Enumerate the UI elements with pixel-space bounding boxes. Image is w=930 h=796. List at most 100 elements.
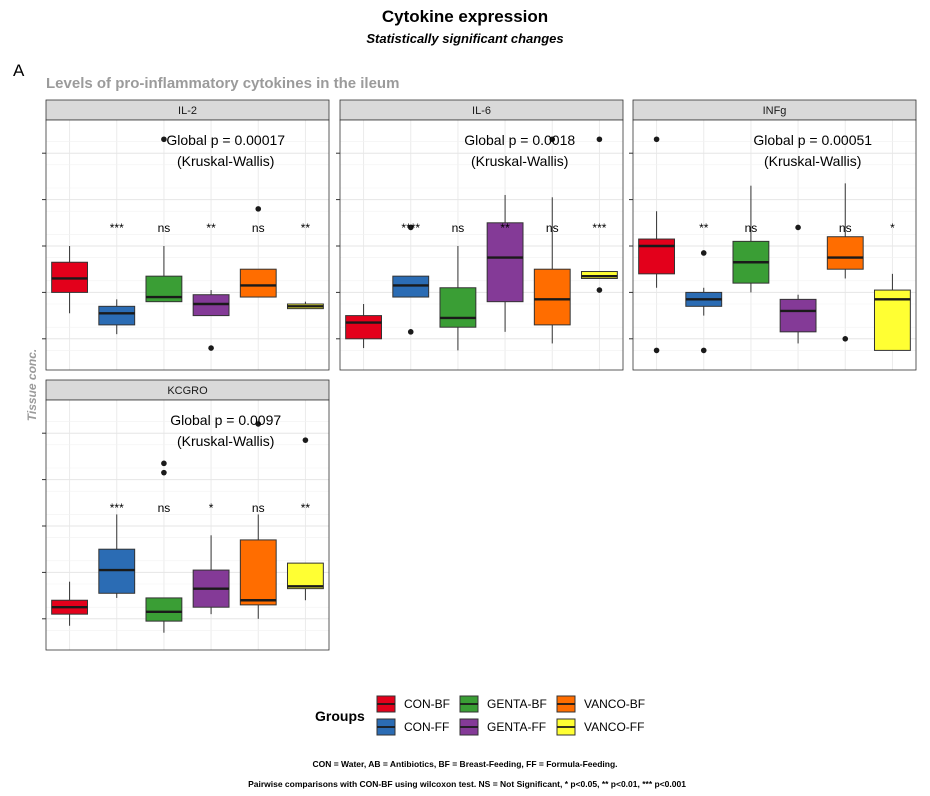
sig-label: ns [546,221,559,235]
box-il-2-genta-bf: ns [145,136,183,303]
global-method-il-2: (Kruskal-Wallis) [177,153,274,169]
facet-panels: IL-2*** ns ** ns **Global p = 0.00017(Kruska… [42,99,917,651]
box-kcgro-con-ff: *** [98,501,136,598]
box-infg-vanco-bf: ns [826,183,864,342]
box-il-2-vanco-ff: ** [286,221,324,310]
box-body [145,597,183,622]
panel-border-kcgro [45,399,330,651]
section-title: Levels of pro-inflammatory cytokines in … [46,75,399,92]
box-kcgro-vanco-ff: ** [286,437,324,601]
outlier-point [302,437,309,443]
global-method-il-6: (Kruskal-Wallis) [471,153,568,169]
caption-line-2: Pairwise comparisons with CON-BF using w… [248,779,686,789]
box-body [239,268,277,298]
outlier-point [255,206,262,212]
box-kcgro-genta-bf: ns [145,460,183,633]
global-p-il-6: Global p = 0.0018 [464,132,575,148]
legend-item-con-bf: CON-BF [376,695,450,713]
box-body [439,287,477,328]
box-kcgro-vanco-bf: ns [239,421,277,619]
caption-line-1: CON = Water, AB = Antibiotics, BF = Brea… [312,759,617,769]
outlier-point [407,329,414,335]
sig-label: ** [301,501,311,515]
sig-label: ns [252,501,265,515]
box-infg-vanco-ff: * [873,221,911,351]
legend-label: GENTA-FF [487,720,546,734]
box-body [779,298,817,333]
panel-tag: A [13,61,25,80]
legend-item-genta-ff: GENTA-FF [459,718,546,736]
plot-area-il-2 [46,120,329,370]
box-infg-genta-ff [779,224,817,344]
legend-label: CON-FF [404,720,449,734]
box-body [826,236,864,270]
sig-label: * [209,501,214,515]
box-il-6-vanco-bf: ns [533,136,571,344]
box-body [345,315,383,340]
grid-il-2 [42,120,329,370]
outlier-point [596,136,603,143]
box-il-6-genta-bf: ns [439,221,477,351]
legend-item-genta-bf: GENTA-BF [459,695,547,713]
box-il-2-genta-ff: ** [192,221,230,351]
box-body [638,238,676,275]
facet-label-il-6: IL-6 [472,105,491,117]
figure-title: Cytokine expression [382,7,548,26]
legend-item-con-ff: CON-FF [376,718,449,736]
global-method-kcgro: (Kruskal-Wallis) [177,433,274,449]
sig-label: ns [158,221,171,235]
facet-kcgro: KCGRO *** ns * ns ** Global p = 0.0097 (Kruskal… [42,379,330,651]
plot-area-il-6 [340,120,623,370]
box-il-6-con-ff: **** [392,221,430,335]
box-kcgro-con-bf [51,581,89,626]
facet-label-infg: INFg [763,105,787,117]
box-il-2-con-bf [51,246,89,314]
box-body [98,305,136,326]
panel-border-infg [632,119,917,371]
box-body [533,268,571,326]
box-il-6-vanco-ff: *** [580,136,618,293]
outlier-point [161,469,167,476]
sig-label: **** [401,221,420,235]
outlier-point [700,250,707,256]
global-method-infg: (Kruskal-Wallis) [764,153,861,169]
box-body [286,562,324,590]
sig-label: ** [206,221,216,235]
box-infg-genta-bf: ns [732,185,770,293]
legend-item-vanco-ff: VANCO-FF [556,718,644,736]
outlier-point [549,136,556,143]
outlier-point [842,336,849,342]
global-p-il-2: Global p = 0.00017 [166,132,285,148]
legend-item-vanco-bf: VANCO-BF [556,695,645,713]
legend-label: VANCO-BF [584,697,645,711]
outlier-point [161,460,167,467]
facet-il-6: IL-6 **** ns ** ns *** Global p = 0.0018 (Krusk… [336,99,624,371]
sig-label: ns [452,221,465,235]
facet-label-kcgro: KCGRO [167,385,208,397]
figure-subtitle: Statistically significant changes [366,31,563,46]
legend-label: VANCO-FF [584,720,644,734]
panel-border-il-6 [339,119,624,371]
box-il-2-vanco-bf: ns [239,206,277,298]
box-kcgro-genta-ff: * [192,501,230,615]
outlier-point [795,224,801,231]
global-p-kcgro: Global p = 0.0097 [170,412,281,428]
box-il-2-con-ff: *** [98,221,136,335]
outlier-point [208,345,214,351]
facet-label-il-2: IL-2 [178,105,197,117]
sig-label: ns [745,221,758,235]
legend-label: GENTA-BF [487,697,547,711]
sig-label: ** [301,221,311,235]
sig-label: ** [699,221,709,235]
sig-label: ns [158,501,171,515]
outlier-point [653,347,660,354]
plot-area-infg [633,120,916,370]
box-body [239,539,277,606]
box-il-6-genta-ff: ** [486,194,524,332]
legend-title: Groups [315,708,365,724]
outlier-point [161,136,167,143]
facet-il-2: IL-2 *** ns ** ns ** Global p = 0.00017 (Kruska… [42,99,330,371]
outlier-point [596,287,603,293]
outlier-point [255,421,262,427]
sig-label: * [890,221,895,235]
